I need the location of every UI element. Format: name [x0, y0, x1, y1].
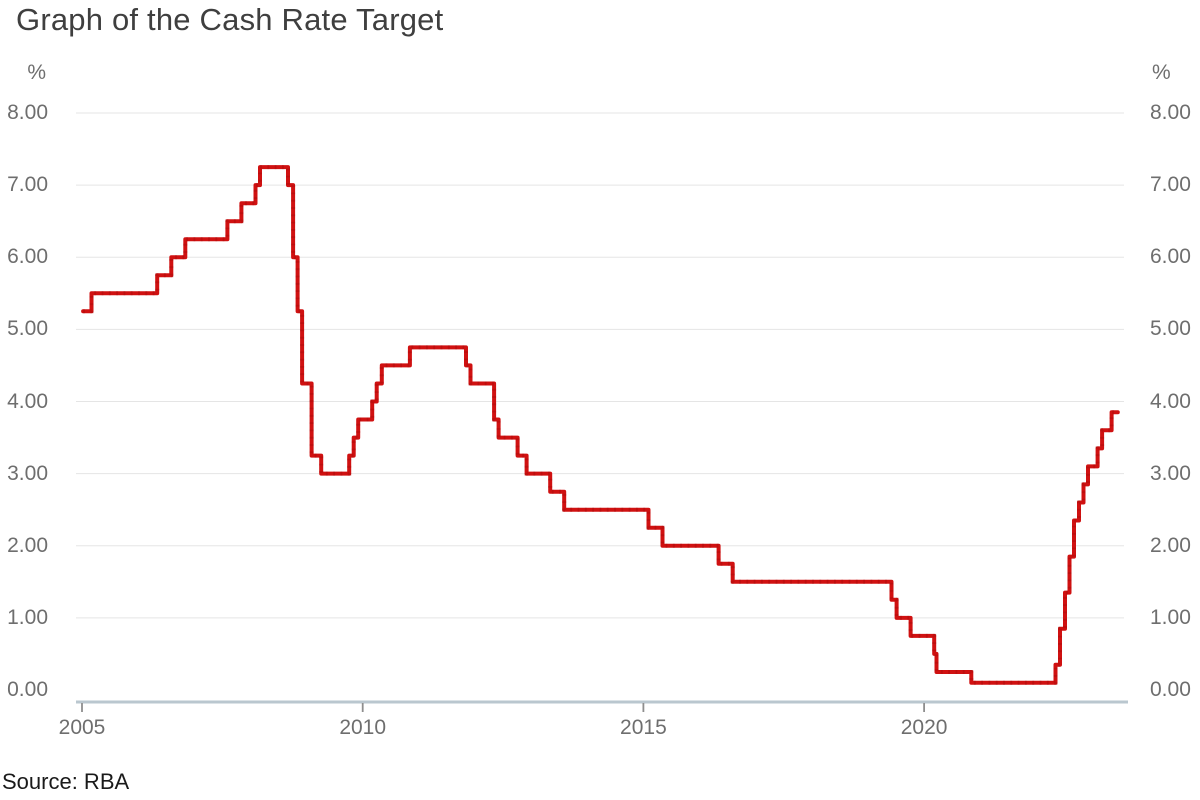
y-tick-label-left: 7.00: [7, 173, 48, 197]
y-tick-label-right: 1.00: [1150, 605, 1191, 629]
y-tick-label-left: 1.00: [7, 605, 48, 629]
cash-rate-line: [81, 165, 1120, 685]
y-tick-label-right: 8.00: [1150, 101, 1191, 124]
y-tick-label-right: 2.00: [1150, 533, 1191, 557]
y-tick-label-left: 2.00: [7, 533, 48, 557]
x-tick-label: 2015: [620, 716, 667, 739]
y-tick-label-right: 4.00: [1150, 389, 1191, 413]
y-tick-label-right: 3.00: [1150, 461, 1191, 485]
y-axis-unit-left: %: [27, 61, 46, 84]
y-tick-label-left: 6.00: [7, 245, 48, 269]
y-axis-unit-right: %: [1152, 61, 1171, 84]
y-tick-label-left: 8.00: [7, 101, 48, 124]
y-tick-label-right: 7.00: [1150, 173, 1191, 197]
x-tick-label: 2020: [900, 716, 948, 739]
y-tick-label-left: 3.00: [7, 461, 48, 485]
x-tick-label: 2005: [58, 716, 106, 739]
y-tick-label-right: 0.00: [1150, 678, 1191, 701]
chart-title: Graph of the Cash Rate Target: [16, 2, 444, 37]
y-tick-label-left: 4.00: [7, 389, 48, 413]
cash-rate-line-dots: [83, 165, 1118, 685]
y-tick-label-left: 5.00: [7, 317, 48, 341]
source-note: Source: RBA: [2, 769, 130, 794]
y-tick-label-left: 0.00: [7, 678, 48, 701]
y-tick-label-right: 6.00: [1150, 245, 1191, 269]
x-tick-label: 2010: [339, 716, 387, 739]
y-tick-label-right: 5.00: [1150, 317, 1191, 341]
